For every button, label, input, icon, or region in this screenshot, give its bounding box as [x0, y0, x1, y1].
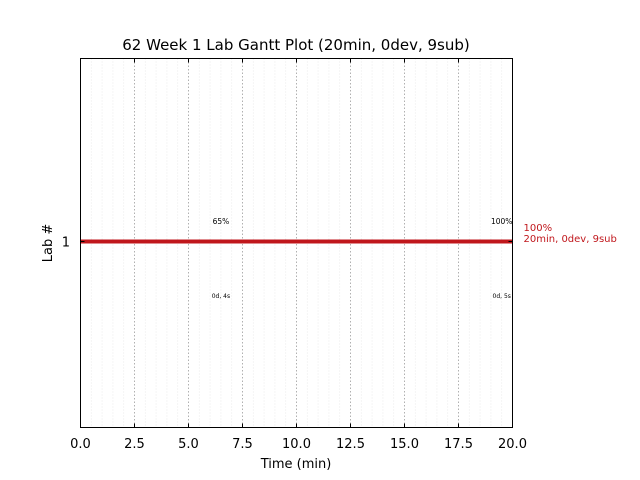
x-axis: 0.0 2.5 5.0 7.5 10.0 12.5 15.0 17.5 20.0 [70, 58, 527, 452]
x-tick-label: 0.0 [70, 437, 91, 452]
x-tick-label: 17.5 [444, 437, 473, 452]
bar-end-label-detail: 20min, 0dev, 9sub [524, 234, 617, 245]
x-tick-label: 12.5 [336, 437, 365, 452]
y-axis-label: Lab # [41, 224, 56, 263]
y-tick-label: 1 [62, 236, 70, 251]
x-tick-label: 15.0 [390, 437, 419, 452]
chart-title: 62 Week 1 Lab Gantt Plot (20min, 0dev, 9… [122, 36, 469, 54]
progress-annotation: 100% [491, 217, 512, 226]
annotations: 65% 0d, 4s 100% 0d, 5s [212, 217, 513, 300]
stats-annotation: 0d, 4s [212, 293, 230, 300]
stats-annotation: 0d, 5s [493, 293, 511, 300]
x-tick-label: 5.0 [178, 437, 199, 452]
bar-end-label-percent: 100% [524, 223, 553, 234]
x-tick-label: 10.0 [282, 437, 311, 452]
x-tick-label: 7.5 [232, 437, 253, 452]
x-tick-label: 2.5 [124, 437, 145, 452]
x-tick-label: 20.0 [498, 437, 527, 452]
progress-annotation: 65% [213, 217, 230, 226]
y-axis: 1 [62, 236, 513, 251]
x-axis-label: Time (min) [260, 457, 332, 472]
gantt-bars: 100%20min, 0dev, 9sub [80, 223, 617, 245]
